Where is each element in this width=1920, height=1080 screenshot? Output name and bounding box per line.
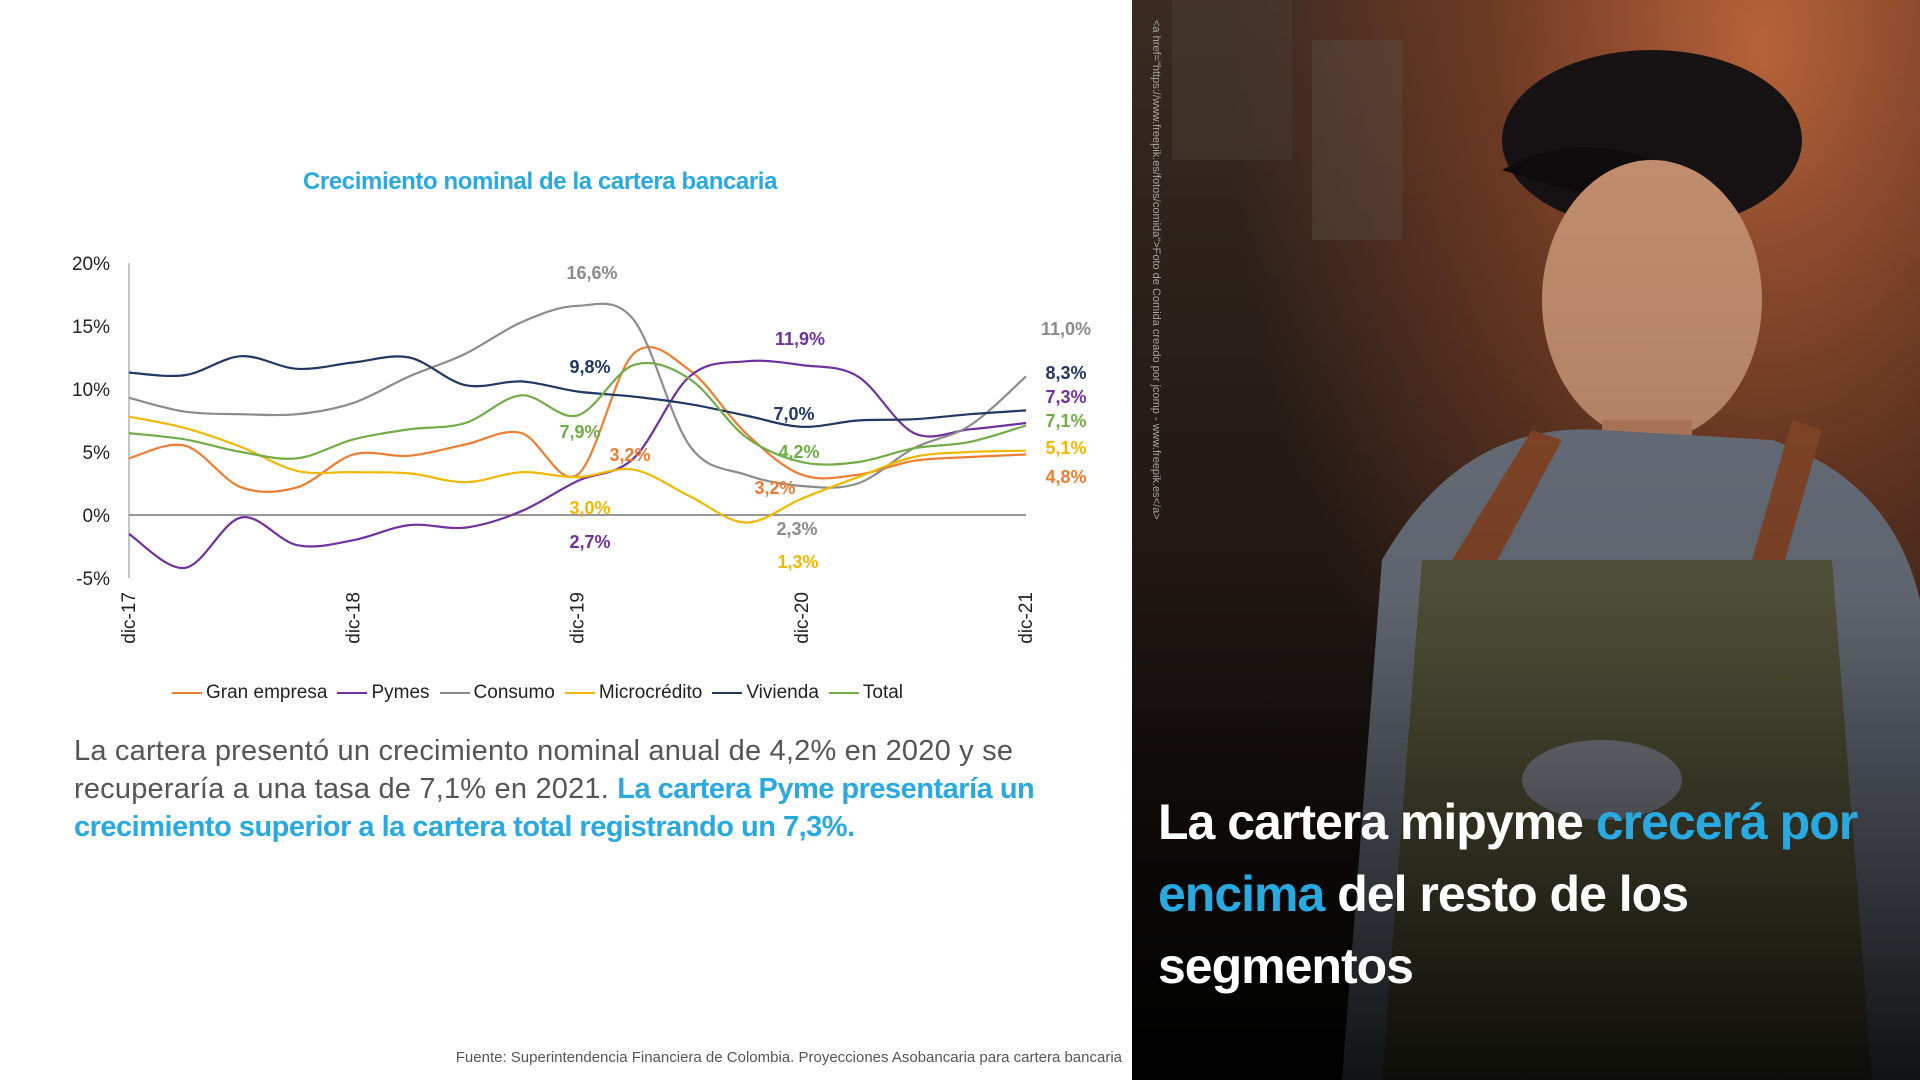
line-chart: 20% 15% 10% 5% 0% -5% dic-17 dic-18 dic-19 dic-20…	[72, 254, 1091, 644]
barista-photo	[1132, 0, 1920, 1080]
headline-highlight: crecerá por encima	[1158, 794, 1858, 922]
data-label: 7,3%	[1045, 387, 1086, 407]
legend-label: Consumo	[473, 682, 555, 703]
legend-label: Gran empresa	[206, 682, 328, 703]
legend-swatch	[172, 692, 202, 694]
legend-item: Gran empresa	[172, 682, 327, 704]
x-tick-label: dic-17	[119, 592, 140, 644]
data-label: 11,0%	[1041, 319, 1091, 339]
data-label: 1,3%	[777, 552, 818, 572]
y-tick-label: 0%	[83, 506, 111, 527]
legend-swatch	[828, 692, 859, 694]
data-label: 5,1%	[1045, 438, 1086, 458]
chart-title: Crecimiento nominal de la cartera bancar…	[302, 168, 778, 195]
series-line	[128, 302, 1027, 489]
headline-part3: del resto de los segmentos	[1158, 866, 1689, 994]
data-label: 16,6%	[566, 263, 617, 283]
series-line	[128, 359, 1027, 570]
body-text-highlight: La cartera Pyme presentaría un crecimien…	[74, 773, 1035, 843]
legend-swatch	[337, 692, 368, 694]
data-label: 4,2%	[778, 442, 819, 462]
legend-swatch	[439, 692, 470, 694]
data-label: 11,9%	[775, 329, 825, 349]
legend-label: Vivienda	[746, 682, 819, 703]
legend-item: Total	[828, 682, 904, 704]
series-line	[128, 355, 1027, 428]
photo-credit: <a href="https://www.freepik.es/fotos/co…	[1150, 20, 1162, 520]
y-tick-label: -5%	[76, 569, 110, 590]
data-label: 7,1%	[1045, 411, 1086, 431]
data-label: 4,8%	[1045, 467, 1086, 487]
body-text-plain: La cartera presentó un crecimiento nomin…	[74, 735, 1014, 805]
legend-label: Pymes	[371, 682, 430, 703]
headline-part1: La cartera mipyme	[1158, 794, 1584, 850]
legend-swatch	[712, 692, 743, 694]
data-label: 2,3%	[776, 519, 817, 539]
chart-legend: Gran empresa Pymes Consumo Microcrédito Vivi…	[172, 682, 903, 704]
y-tick-label: 20%	[72, 254, 110, 275]
legend-item: Vivienda	[712, 682, 819, 704]
x-tick-label: dic-20	[792, 592, 813, 644]
y-tick-label: 15%	[72, 317, 110, 338]
legend-label: Total	[862, 682, 904, 703]
legend-item: Consumo	[439, 682, 555, 704]
data-label: 7,0%	[773, 404, 814, 424]
x-tick-label: dic-21	[1016, 592, 1037, 644]
source-note: Fuente: Superintendencia Financiera de C…	[455, 1049, 1122, 1066]
chart-panel: Crecimiento nominal de la cartera bancar…	[71, 168, 1122, 1066]
series-line	[128, 346, 1027, 494]
series-line	[128, 361, 1027, 466]
data-label: 7,9%	[559, 422, 600, 442]
photo-panel	[1132, 0, 1920, 1080]
data-label: 2,7%	[569, 532, 610, 552]
legend-item: Microcrédito	[564, 682, 703, 704]
y-tick-label: 5%	[83, 443, 111, 464]
data-label: 3,0%	[569, 498, 610, 518]
body-paragraph: La cartera presentó un crecimiento nomin…	[74, 732, 1104, 846]
legend-item: Pymes	[337, 682, 430, 704]
x-tick-label: dic-18	[343, 592, 364, 644]
data-label: 3,2%	[609, 445, 650, 465]
headline: La cartera mipyme crecerá por encima del…	[1158, 786, 1898, 1002]
x-tick-label: dic-19	[568, 592, 589, 644]
data-label: 8,3%	[1045, 363, 1086, 383]
series-line	[128, 415, 1027, 524]
legend-label: Microcrédito	[598, 682, 703, 703]
data-label: 9,8%	[569, 357, 610, 377]
data-label: 3,2%	[754, 478, 795, 498]
y-tick-label: 10%	[72, 380, 110, 401]
legend-swatch	[564, 692, 595, 694]
